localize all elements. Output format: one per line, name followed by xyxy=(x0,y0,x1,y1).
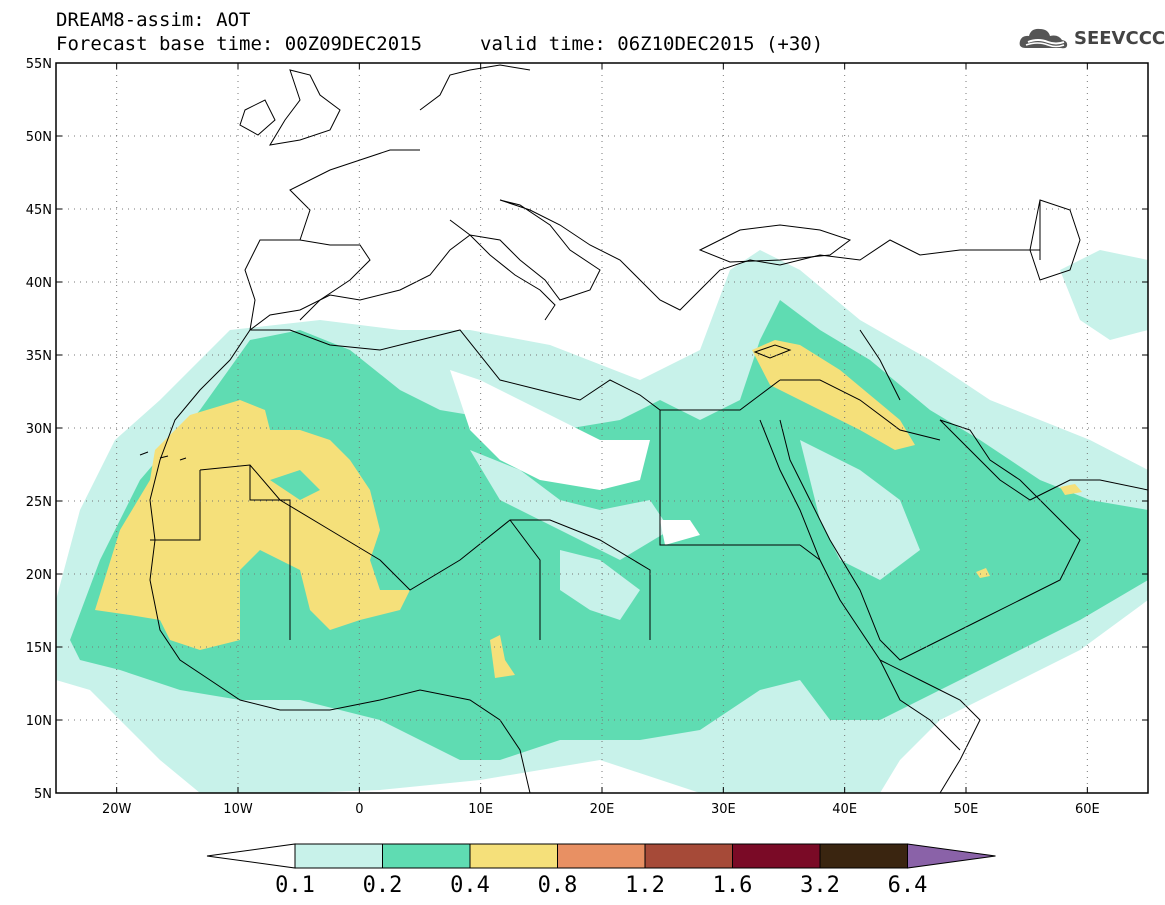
colorbar-segment xyxy=(819,843,908,869)
canary-islands xyxy=(139,451,187,461)
italy-coastline xyxy=(449,219,556,321)
lon-tick-label: 30E xyxy=(711,802,736,817)
aot-gap xyxy=(560,550,640,620)
colorbar-level-label: 6.4 xyxy=(888,873,928,898)
colorbar-max-arrow xyxy=(907,843,996,869)
caspian-coastline xyxy=(1029,199,1081,281)
latitude-labels: 55N 50N 45N 40N 35N 30N 25N 20N 15N 10N 5N xyxy=(26,57,52,802)
aot-band-0.4-0.8 xyxy=(752,340,915,450)
colorbar-segment xyxy=(732,843,821,869)
aot-gap xyxy=(470,450,670,560)
aot-gap xyxy=(660,520,700,545)
scandinavia-coastline xyxy=(419,64,531,111)
aot-gap xyxy=(270,470,320,500)
gulf-coastline xyxy=(939,419,1148,501)
lat-tick-label: 25N xyxy=(26,495,52,510)
logo-text: SEEVCCC xyxy=(1074,27,1165,49)
lat-tick-label: 10N xyxy=(26,714,52,729)
arabia-coastline xyxy=(779,419,1081,661)
uk-coastline xyxy=(269,69,341,146)
lat-tick-label: 45N xyxy=(26,203,52,218)
gridlines xyxy=(56,63,1148,793)
aot-band-0.4-0.8 xyxy=(95,400,410,650)
colorbar-segment xyxy=(644,843,733,869)
east-borders xyxy=(780,200,1041,441)
lat-tick-label: 15N xyxy=(26,641,52,656)
aot-band-0.4-0.8 xyxy=(490,635,515,678)
lon-tick-label: 10W xyxy=(223,802,253,817)
lon-tick-label: 20E xyxy=(590,802,615,817)
aot-band-0.4-0.8 xyxy=(1060,484,1082,495)
colorbar-level-label: 0.4 xyxy=(450,873,490,898)
forecast-base-time: Forecast base time: 00Z09DEC2015 xyxy=(56,33,423,55)
cyprus-outline xyxy=(753,344,792,359)
lat-tick-label: 20N xyxy=(26,568,52,583)
aot-gap xyxy=(800,440,920,580)
lat-tick-label: 30N xyxy=(26,422,52,437)
aot-gap xyxy=(450,370,650,490)
lat-tick-label: 5N xyxy=(34,787,52,802)
lat-tick-label: 50N xyxy=(26,130,52,145)
colorbar-level-label: 0.2 xyxy=(363,873,403,898)
colorbar-min-arrow xyxy=(206,843,296,869)
west-africa-coastline xyxy=(149,329,531,793)
ireland-coastline xyxy=(239,99,276,136)
sahara-borders xyxy=(150,410,821,640)
colorbar-level-label: 0.1 xyxy=(275,873,315,898)
lat-tick-label: 40N xyxy=(26,276,52,291)
colorbar-level-label: 0.8 xyxy=(538,873,578,898)
north-africa-coastline xyxy=(250,329,781,411)
black-sea-coastline xyxy=(698,224,852,263)
lat-tick-label: 55N xyxy=(26,57,52,72)
cloud-logo-icon xyxy=(1019,28,1068,49)
colorbar-segment xyxy=(469,843,558,869)
france-coastline xyxy=(289,149,420,241)
axis-ticks xyxy=(56,62,1148,794)
lon-tick-label: 20W xyxy=(102,802,132,817)
lon-tick-label: 60E xyxy=(1075,802,1100,817)
aot-band-0.4-0.8 xyxy=(976,568,990,578)
coastlines-and-borders xyxy=(139,64,1148,793)
colorbar-level-label: 1.2 xyxy=(625,873,665,898)
lat-tick-label: 35N xyxy=(26,349,52,364)
colorbar-segment xyxy=(294,843,383,869)
horn-of-africa-coastline xyxy=(879,659,981,793)
colorbar-segment xyxy=(557,843,646,869)
aot-band-0.1-0.2-east xyxy=(1060,250,1148,340)
colorbar-labels: 0.1 0.2 0.4 0.8 1.2 1.6 3.2 6.4 xyxy=(275,873,927,898)
colorbar xyxy=(206,843,996,869)
lon-tick-label: 10E xyxy=(468,802,493,817)
colorbar-segment xyxy=(382,843,471,869)
lon-tick-label: 40E xyxy=(832,802,857,817)
iberia-coastline xyxy=(244,239,371,331)
seevccc-logo: SEEVCCC xyxy=(1018,24,1165,52)
map-title: DREAM8-assim: AOT xyxy=(56,9,251,31)
lon-tick-label: 0 xyxy=(355,802,363,817)
aot-contours xyxy=(56,250,1148,793)
colorbar-level-label: 1.6 xyxy=(713,873,753,898)
lon-tick-label: 50E xyxy=(954,802,979,817)
europe-coastline xyxy=(249,199,1040,331)
valid-time: valid time: 06Z10DEC2015 (+30) xyxy=(480,33,824,55)
colorbar-level-label: 3.2 xyxy=(800,873,840,898)
red-sea-coastline xyxy=(759,419,961,751)
longitude-labels: 20W 10W 0 10E 20E 30E 40E 50E 60E xyxy=(102,802,1100,817)
